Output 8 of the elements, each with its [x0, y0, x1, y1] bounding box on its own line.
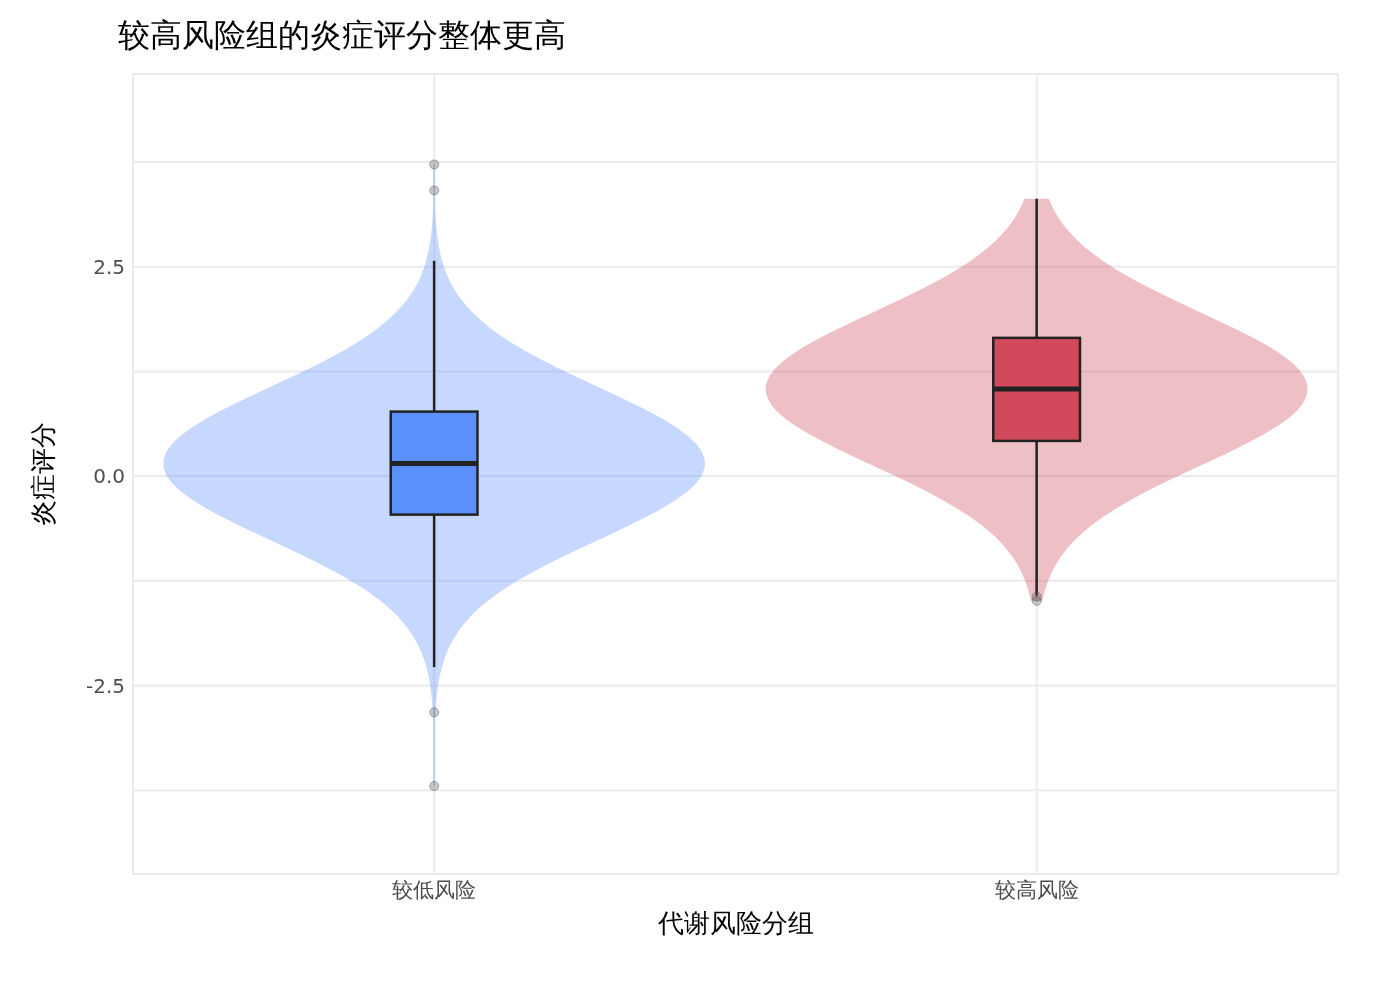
- y-tick-label: 0.0: [93, 464, 125, 489]
- y-axis-title: 炎症评分: [28, 422, 59, 526]
- chart-title: 较高风险组的炎症评分整体更高: [117, 15, 567, 56]
- x-axis-title: 代谢风险分组: [656, 908, 814, 939]
- x-tick-label: 较高风险: [994, 877, 1079, 902]
- y-tick-label: -2.5: [85, 673, 125, 698]
- y-tick-label: 2.5: [93, 254, 125, 279]
- x-tick-label: 较低风险: [392, 877, 477, 902]
